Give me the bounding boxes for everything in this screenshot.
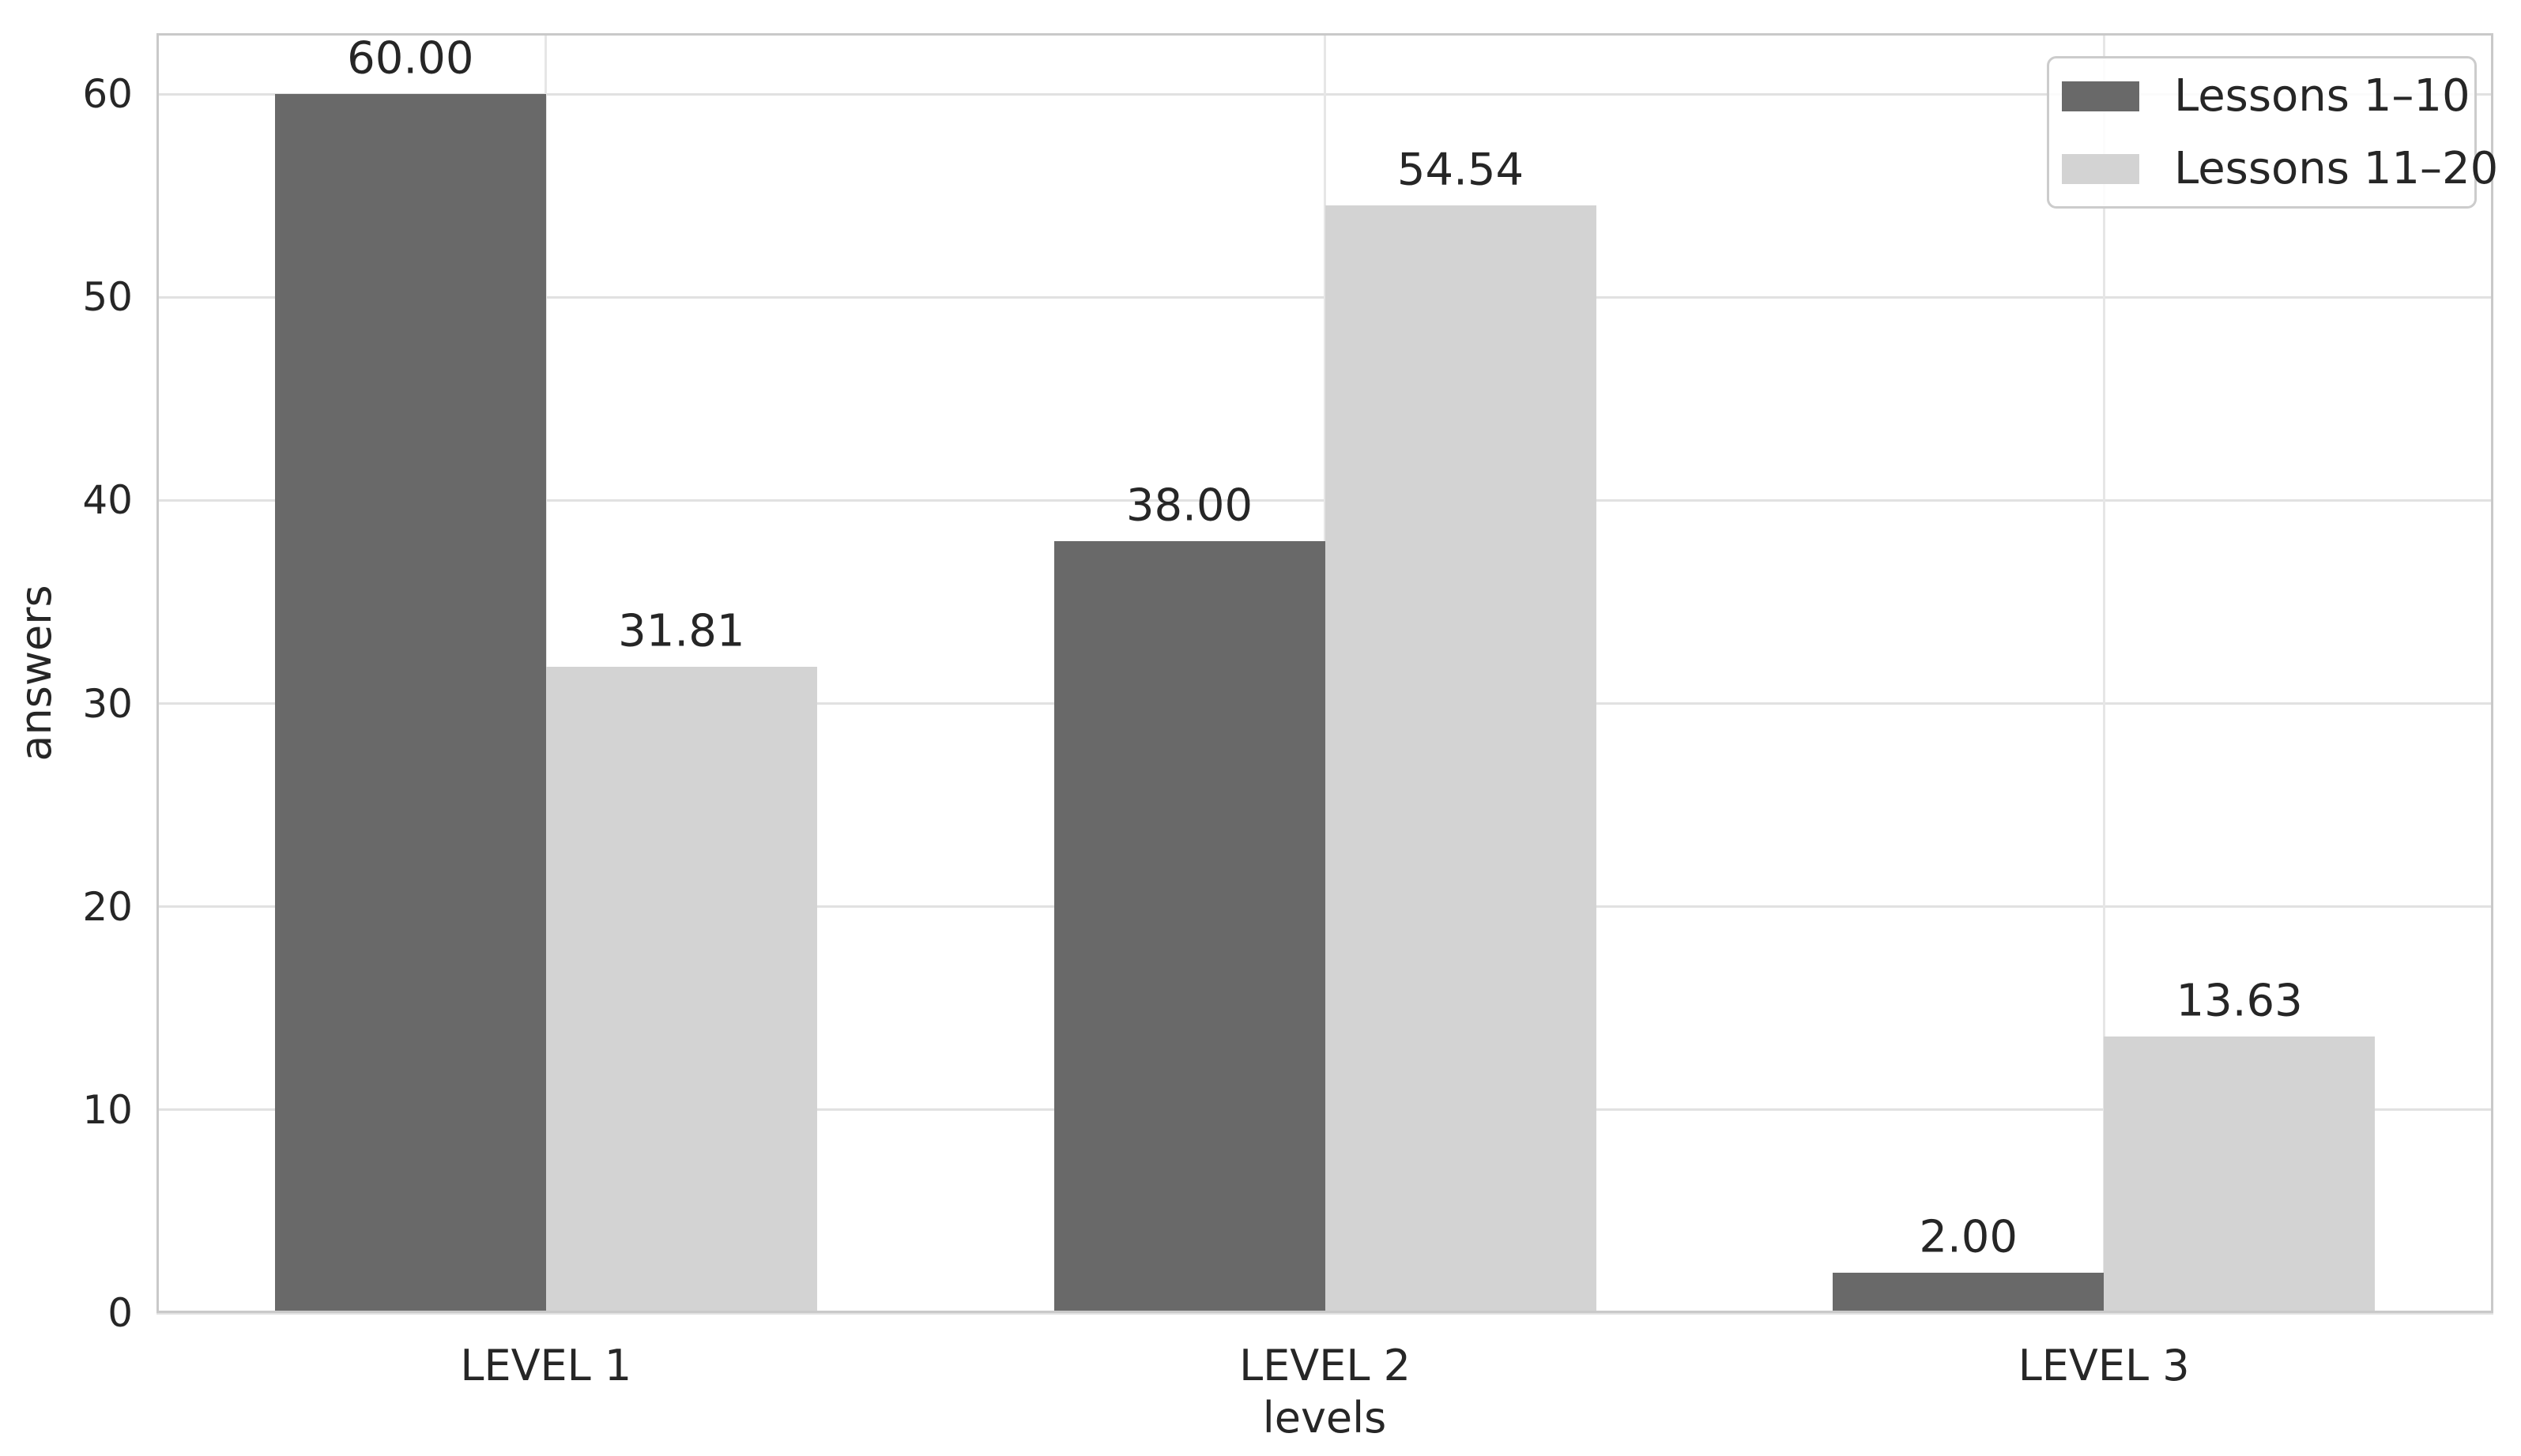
y-tick-label: 0 <box>107 1290 133 1336</box>
bar <box>2104 1036 2376 1313</box>
y-axis-label: answers <box>11 585 61 762</box>
y-tick-label: 30 <box>82 680 133 727</box>
bar <box>545 667 817 1313</box>
legend-item-label: Lessons 11–20 <box>2174 142 2499 194</box>
bar <box>1833 1272 2105 1313</box>
bar-value-label: 60.00 <box>347 32 474 85</box>
bar-value-label: 54.54 <box>1396 144 1524 196</box>
bar <box>274 94 546 1313</box>
bar <box>1325 205 1596 1313</box>
x-tick-label: LEVEL 1 <box>460 1341 632 1390</box>
y-tick-label: 50 <box>82 274 133 321</box>
bar-value-label: 2.00 <box>1919 1211 2018 1263</box>
legend-swatch <box>2062 81 2139 111</box>
legend-item: Lessons 11–20 <box>2062 133 2498 205</box>
plot-area: 60.00 38.00 2.00 31.81 54.54 13.63 <box>156 32 2493 1315</box>
legend-item: Lessons 1–10 <box>2062 60 2474 133</box>
legend-item-label: Lessons 1–10 <box>2174 70 2470 122</box>
legend-swatch <box>2062 153 2139 184</box>
y-tick-label: 10 <box>82 1086 133 1133</box>
y-tick-label: 40 <box>82 477 133 524</box>
bar <box>1053 540 1325 1313</box>
y-tick-label: 60 <box>82 71 133 118</box>
bar-value-label: 31.81 <box>618 605 745 657</box>
bar-value-label: 38.00 <box>1125 480 1253 532</box>
x-tick-label: LEVEL 3 <box>2018 1341 2190 1390</box>
gridline-horizontal <box>156 1311 2493 1315</box>
bar-value-label: 13.63 <box>2176 975 2303 1027</box>
gridline-vertical <box>2102 33 2105 1313</box>
legend: Lessons 1–10 Lessons 11–20 <box>2047 56 2498 209</box>
x-tick-label: LEVEL 2 <box>1239 1341 1411 1390</box>
y-tick-label: 20 <box>82 883 133 930</box>
x-axis-label: levels <box>1262 1393 1387 1443</box>
